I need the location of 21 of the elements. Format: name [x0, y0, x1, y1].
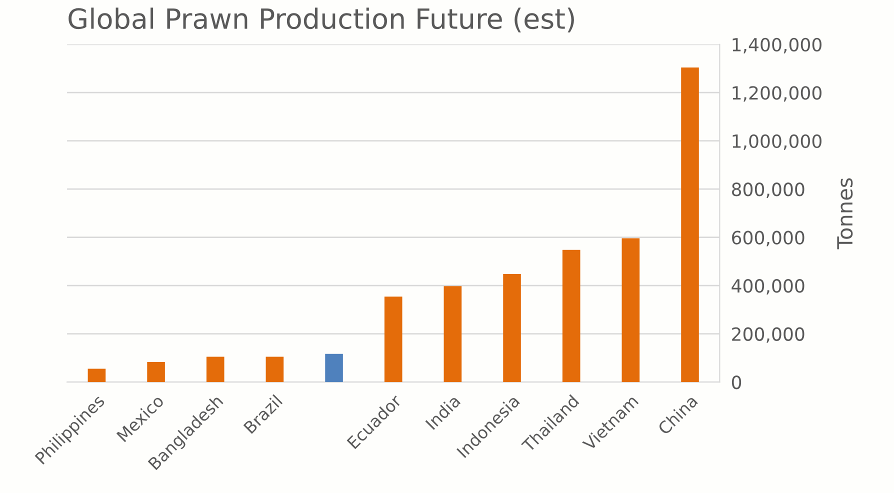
bar — [266, 356, 284, 382]
bar — [503, 274, 521, 382]
y-tick-label: 200,000 — [732, 327, 804, 343]
bar — [206, 356, 224, 382]
y-tick-label: 1,400,000 — [732, 38, 822, 54]
y-tick-label: 1,000,000 — [732, 134, 822, 150]
y-tick-label: 600,000 — [732, 230, 804, 246]
bar — [681, 68, 699, 382]
bar — [384, 296, 402, 382]
bar — [562, 250, 580, 382]
bar — [88, 368, 106, 382]
y-axis-title: Tonnes — [837, 178, 853, 250]
bar — [444, 286, 462, 382]
bar — [325, 354, 343, 382]
y-tick-label: 800,000 — [732, 182, 804, 198]
bar — [147, 362, 165, 382]
y-tick-label: 0 — [732, 376, 742, 390]
y-tick-label: 400,000 — [732, 279, 804, 295]
y-tick-label: 1,200,000 — [732, 86, 822, 102]
bar — [622, 238, 640, 382]
chart-title: Global Prawn Production Future (est) — [68, 8, 574, 32]
